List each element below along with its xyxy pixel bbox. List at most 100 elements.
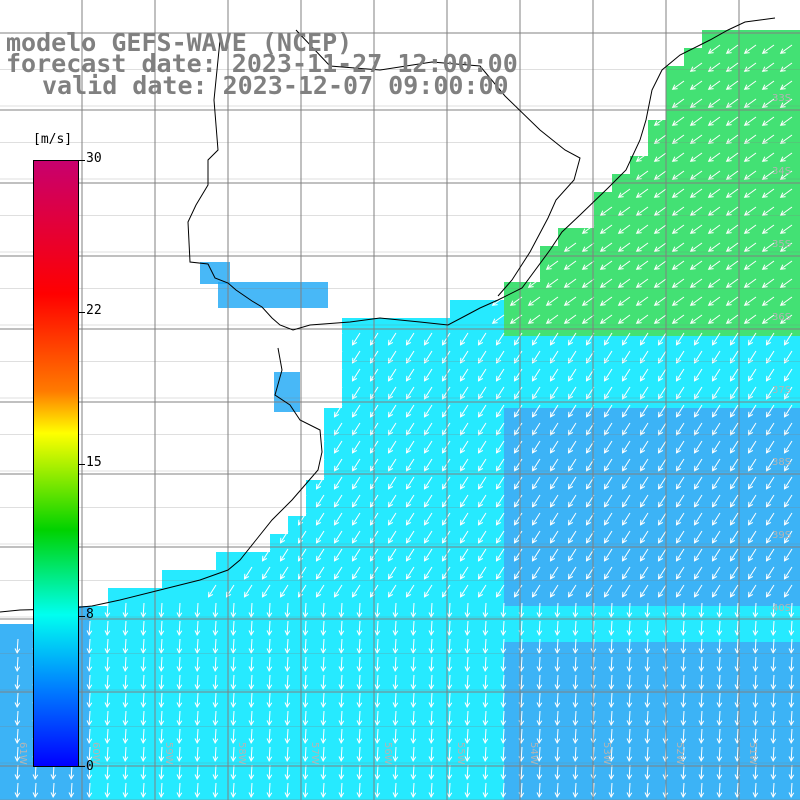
wind-arrow-head (653, 156, 660, 162)
wind-arrow (406, 494, 415, 508)
wind-arrow-head (315, 501, 322, 508)
speed-cell (450, 696, 468, 714)
wind-arrow-head (729, 573, 736, 580)
speed-cell (666, 426, 684, 444)
wind-arrow-head (441, 357, 448, 364)
wind-arrow-head (338, 684, 345, 691)
speed-cell (540, 534, 558, 552)
wind-arrow (730, 386, 739, 400)
wind-arrow-head (639, 429, 646, 436)
wind-arrow-head (495, 411, 502, 418)
wind-arrow (142, 638, 145, 654)
wind-arrow-head (549, 357, 556, 364)
wind-arrow (322, 764, 325, 780)
wind-arrow (478, 422, 487, 436)
wind-arrow (672, 152, 685, 162)
wind-arrow-head (194, 702, 201, 709)
speed-cell (414, 768, 432, 786)
wind-arrow-head (761, 192, 768, 198)
wind-arrow (658, 368, 667, 382)
wind-arrow-head (644, 630, 651, 637)
wind-arrow (718, 728, 721, 744)
wind-arrow-head (689, 264, 696, 270)
speed-cell (342, 336, 360, 354)
colorbar-tickmark (79, 160, 85, 161)
wind-arrow (766, 512, 775, 526)
wind-arrow-head (603, 501, 610, 508)
wind-arrow-head (302, 648, 309, 655)
speed-cell (774, 120, 792, 138)
wind-arrow (268, 710, 271, 726)
speed-cell (540, 264, 558, 282)
wind-arrow-head (495, 429, 502, 436)
wind-arrow-head (783, 375, 790, 382)
wind-arrow (232, 674, 235, 690)
wind-arrow-head (608, 792, 615, 799)
wind-arrow (784, 584, 793, 598)
wind-arrow-head (140, 738, 147, 745)
speed-cell (486, 444, 504, 462)
speed-cell (648, 156, 666, 174)
wind-arrow (628, 764, 631, 780)
speed-cell (720, 534, 738, 552)
speed-cell (342, 480, 360, 498)
speed-cell (486, 390, 504, 408)
speed-cell (126, 732, 144, 750)
speed-cell (666, 138, 684, 156)
wind-arrow (654, 242, 667, 252)
wind-arrow-head (711, 411, 718, 418)
wind-arrow-head (302, 684, 309, 691)
speed-cell (288, 768, 306, 786)
speed-cell (360, 768, 378, 786)
wind-arrow (514, 530, 523, 544)
wind-arrow-head (711, 555, 718, 562)
wind-arrow (780, 62, 793, 72)
wind-arrow-head (621, 483, 628, 490)
wind-arrow-head (621, 591, 628, 598)
wind-arrow-head (680, 648, 687, 655)
wind-arrow-head (743, 246, 750, 252)
speed-cell (612, 246, 630, 264)
speed-cell (774, 354, 792, 372)
wind-arrow-head (693, 411, 700, 418)
wind-arrow (568, 368, 577, 382)
wind-arrow (762, 206, 775, 216)
wind-arrow (484, 746, 487, 762)
wind-arrow (780, 44, 793, 54)
wind-arrow (532, 494, 541, 508)
wind-arrow-head (392, 666, 399, 673)
wind-arrow (394, 710, 397, 726)
wind-arrow (790, 638, 793, 654)
wind-arrow-head (495, 375, 502, 382)
speed-cell (648, 138, 666, 156)
wind-arrow-head (266, 666, 273, 673)
speed-cell (486, 372, 504, 390)
wind-arrow-head (779, 318, 786, 324)
wind-arrow (262, 548, 271, 562)
wind-arrow-head (675, 411, 682, 418)
wind-arrow-head (158, 738, 165, 745)
speed-cell (558, 426, 576, 444)
speed-cell (666, 624, 684, 642)
wind-arrow (304, 602, 307, 618)
wind-arrow-head (770, 774, 777, 781)
speed-cell (342, 390, 360, 408)
wind-arrow-head (14, 702, 21, 709)
wind-arrow-head (698, 702, 705, 709)
wind-arrow (280, 548, 289, 562)
wind-arrow (232, 710, 235, 726)
speed-cell (90, 642, 108, 660)
wind-arrow-head (176, 792, 183, 799)
wind-arrow (538, 746, 541, 762)
wind-arrow (654, 278, 667, 288)
wind-arrow-head (500, 720, 507, 727)
wind-arrow (196, 728, 199, 744)
wind-arrow (574, 638, 577, 654)
wind-arrow (766, 458, 775, 472)
speed-cell (486, 354, 504, 372)
speed-cell (324, 624, 342, 642)
wind-arrow (736, 746, 739, 762)
wind-arrow-head (711, 501, 718, 508)
wind-arrow (406, 404, 415, 418)
wind-arrow (622, 584, 631, 598)
